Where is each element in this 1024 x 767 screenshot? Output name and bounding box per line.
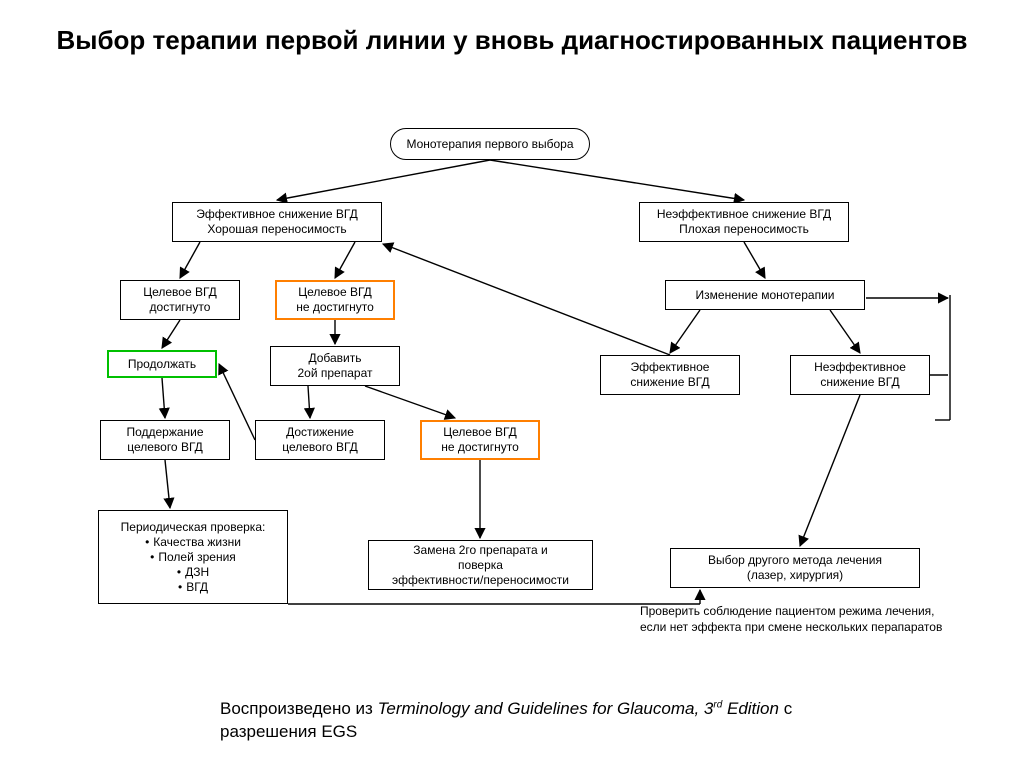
node-add-second-drug: Добавить2ой препарат bbox=[270, 346, 400, 386]
periodic-check-item: ДЗН bbox=[107, 565, 279, 580]
node-maintain-target-iop: Поддержаниецелевого ВГД bbox=[100, 420, 230, 460]
page-title: Выбор терапии первой линии у вновь диагн… bbox=[0, 24, 1024, 57]
node-periodic-check: Периодическая проверка: Качества жизниПо… bbox=[98, 510, 288, 604]
node-ineffective-reduction-2: Неэффективноеснижение ВГД bbox=[790, 355, 930, 395]
periodic-check-header: Периодическая проверка: bbox=[121, 520, 266, 534]
periodic-check-item: ВГД bbox=[107, 580, 279, 595]
node-reach-target-iop: Достижениецелевого ВГД bbox=[255, 420, 385, 460]
source-caption: Воспроизведено из Terminology and Guidel… bbox=[220, 698, 820, 744]
node-replace-second-drug: Замена 2го препарата иповеркаэффективнос… bbox=[368, 540, 593, 590]
node-other-treatment: Выбор другого метода лечения(лазер, хиру… bbox=[670, 548, 920, 588]
node-target-iop-reached-1: Целевое ВГДдостигнуто bbox=[120, 280, 240, 320]
compliance-note: Проверить соблюдение пациентом режима ле… bbox=[640, 604, 990, 635]
periodic-check-item: Полей зрения bbox=[107, 550, 279, 565]
node-change-monotherapy: Изменение монотерапии bbox=[665, 280, 865, 310]
node-effective-good-tolerance: Эффективное снижение ВГДХорошая переноси… bbox=[172, 202, 382, 242]
periodic-check-item: Качества жизни bbox=[107, 535, 279, 550]
periodic-check-list: Качества жизниПолей зренияДЗНВГД bbox=[107, 535, 279, 595]
diagram-stage: Выбор терапии первой линии у вновь диагн… bbox=[0, 0, 1024, 767]
node-monotherapy-first-choice: Монотерапия первого выбора bbox=[390, 128, 590, 160]
node-continue: Продолжать bbox=[107, 350, 217, 378]
node-target-iop-not-reached-2: Целевое ВГДне достигнуто bbox=[420, 420, 540, 460]
node-target-iop-not-reached-1: Целевое ВГДне достигнуто bbox=[275, 280, 395, 320]
node-ineffective-poor-tolerance: Неэффективное снижение ВГДПлохая перенос… bbox=[639, 202, 849, 242]
node-effective-reduction-2: Эффективноеснижение ВГД bbox=[600, 355, 740, 395]
